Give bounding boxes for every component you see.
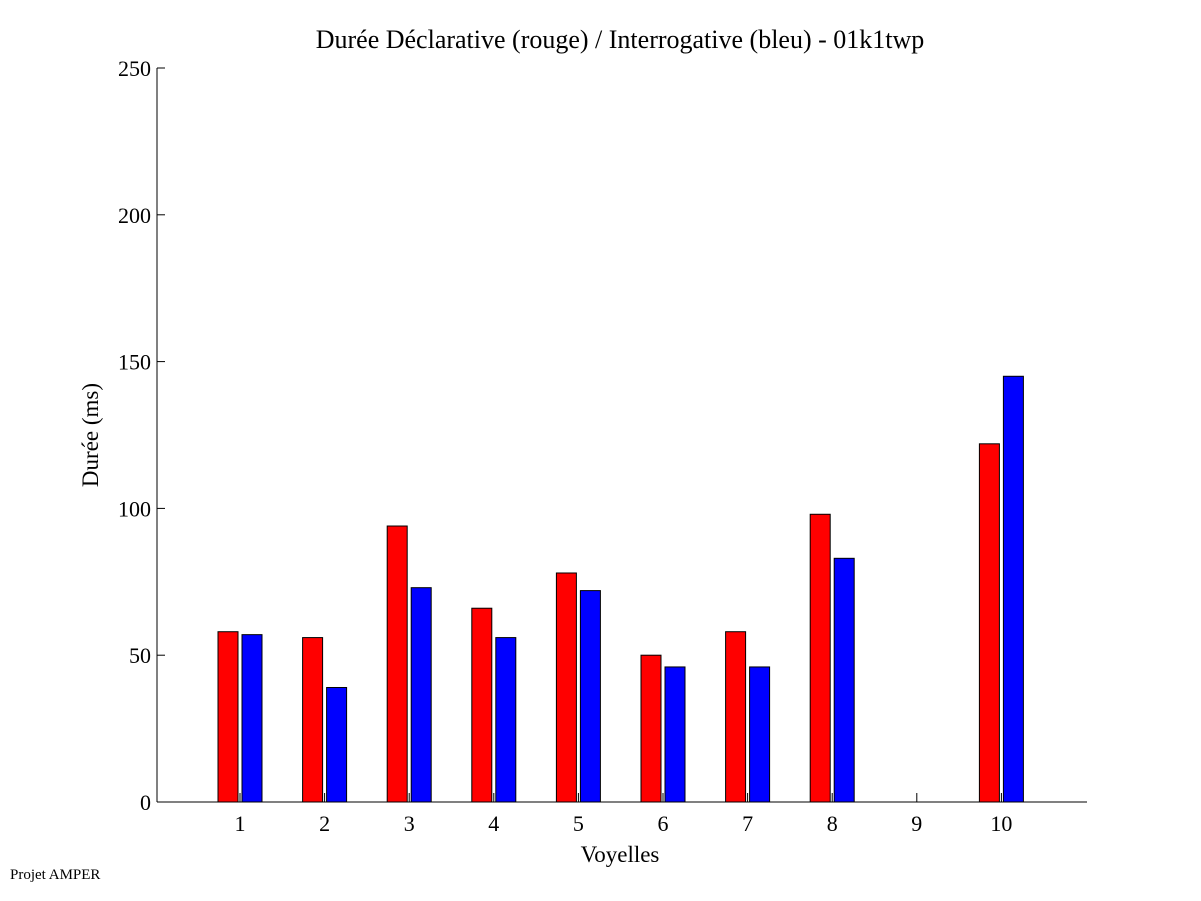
bar-series2-cat-10 — [1002, 375, 1024, 803]
bar-series2-cat-2 — [326, 686, 348, 803]
x-tick-label-1: 1 — [235, 811, 246, 836]
bar-series1-cat-5 — [555, 572, 577, 803]
footer-text: Projet AMPER — [10, 867, 100, 883]
bar-series2-cat-4 — [495, 637, 517, 803]
bar-series2-cat-5 — [579, 590, 601, 803]
x-tick-label-9: 9 — [911, 811, 922, 836]
bar-series2-cat-3 — [410, 587, 432, 803]
y-tick-label-50: 50 — [129, 643, 151, 668]
y-tick-label-150: 150 — [118, 350, 151, 375]
bar-series2-cat-7 — [749, 666, 771, 803]
bar-series1-cat-7 — [725, 631, 747, 803]
x-tick-label-6: 6 — [658, 811, 669, 836]
x-tick-label-4: 4 — [488, 811, 499, 836]
bar-series1-cat-2 — [302, 637, 324, 803]
bar-series2-cat-8 — [833, 557, 855, 803]
y-tick-label-250: 250 — [118, 56, 151, 81]
x-tick-label-10: 10 — [990, 811, 1012, 836]
chart-title: Durée Déclarative (rouge) / Interrogativ… — [316, 25, 925, 54]
y-tick-label-200: 200 — [118, 203, 151, 228]
bar-series2-cat-1 — [241, 634, 263, 803]
y-tick-label-0: 0 — [140, 790, 151, 815]
bar-series1-cat-10 — [978, 443, 1000, 803]
bar-series1-cat-6 — [640, 654, 662, 803]
bar-series1-cat-8 — [809, 513, 831, 803]
y-tick-label-100: 100 — [118, 496, 151, 521]
bars-group — [217, 375, 1024, 803]
axes-group: 0 50 100 150 200 250 1 2 3 4 5 6 7 8 9 10 — [118, 56, 1087, 836]
bar-series2-cat-6 — [664, 666, 686, 803]
bar-series1-cat-1 — [217, 631, 239, 803]
x-tick-label-8: 8 — [827, 811, 838, 836]
y-axis-label: Durée (ms) — [78, 383, 103, 487]
x-tick-label-5: 5 — [573, 811, 584, 836]
x-tick-label-3: 3 — [404, 811, 415, 836]
x-axis-label: Voyelles — [581, 842, 660, 867]
x-tick-label-7: 7 — [742, 811, 753, 836]
bar-series1-cat-4 — [471, 607, 493, 803]
x-tick-label-2: 2 — [319, 811, 330, 836]
bar-series1-cat-3 — [386, 525, 408, 803]
